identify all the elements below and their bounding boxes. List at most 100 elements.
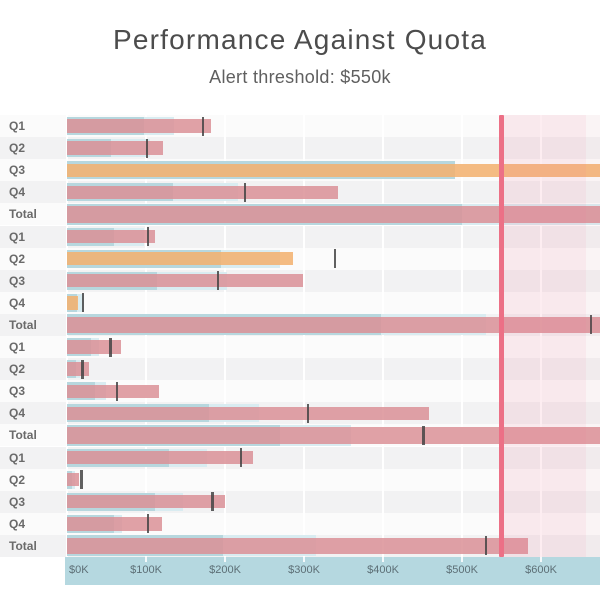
bullet-row-4-q4[interactable]: Q4 — [0, 512, 600, 535]
sales-bar[interactable] — [67, 274, 304, 288]
bullet-row-3-total[interactable]: Total — [0, 424, 600, 447]
target-tick[interactable] — [211, 492, 214, 512]
sales-bar[interactable] — [67, 495, 225, 509]
sales-bar[interactable] — [67, 384, 159, 398]
sales-bar[interactable] — [67, 537, 528, 555]
axis-tick-mark — [382, 557, 384, 562]
threshold-reference-line[interactable] — [499, 115, 504, 557]
target-tick[interactable] — [243, 182, 247, 202]
target-tick[interactable] — [145, 138, 149, 158]
target-tick[interactable] — [146, 227, 150, 246]
sales-bar[interactable] — [67, 362, 90, 376]
target-tick[interactable] — [216, 271, 220, 291]
bullet-row-1-total[interactable]: Total — [0, 203, 600, 226]
target-tick[interactable] — [239, 448, 243, 467]
axis-tick-label: $600K — [525, 564, 557, 576]
sales-bar[interactable] — [67, 316, 600, 334]
sales-bar[interactable] — [67, 229, 155, 244]
axis-tick-mark — [145, 557, 147, 562]
sales-bar[interactable] — [67, 517, 162, 531]
sales-bar[interactable] — [67, 185, 338, 200]
sales-bar-alert[interactable] — [67, 251, 293, 266]
row-label: Q2 — [9, 362, 26, 377]
row-label: Total — [9, 317, 37, 332]
axis-tick-mark — [540, 557, 542, 562]
bullet-row-1-q4[interactable]: Q4 — [0, 181, 600, 204]
axis-tick-mark — [461, 557, 463, 562]
axis-tick-label: $0K — [69, 564, 89, 576]
bullet-row-4-total[interactable]: Total — [0, 534, 600, 557]
quota-band-outer — [77, 293, 85, 312]
gridline — [66, 115, 68, 557]
row-label: Q3 — [9, 494, 26, 509]
bullet-row-3-q3[interactable]: Q3 — [0, 380, 600, 403]
sales-bar[interactable] — [67, 450, 253, 465]
bullet-row-4-q3[interactable]: Q3 — [0, 490, 600, 513]
row-label: Q4 — [9, 406, 26, 421]
alert-zone — [586, 115, 600, 557]
bullet-row-4-q2[interactable]: Q2 — [0, 468, 600, 491]
axis-tick-label: $300K — [288, 564, 320, 576]
bullet-chart: Q1 Q2 Q3 Q4 Total Q1 Q2 Q3 Q4 Total Q1 Q2 Q3 Q4 Total Q… — [0, 115, 600, 585]
target-tick[interactable] — [115, 381, 119, 401]
target-tick[interactable] — [589, 315, 593, 335]
bullet-row-1-q1[interactable]: Q1 — [0, 115, 600, 138]
row-label: Q2 — [9, 251, 26, 266]
row-label: Q3 — [9, 384, 26, 399]
sales-bar-alert[interactable] — [67, 296, 79, 310]
bullet-row-2-total[interactable]: Total — [0, 313, 600, 336]
sales-bar[interactable] — [67, 406, 429, 421]
row-label: Q1 — [9, 450, 26, 465]
row-label: Total — [9, 538, 37, 553]
gridline — [145, 115, 147, 557]
plot-area: Q1 Q2 Q3 Q4 Total Q1 Q2 Q3 Q4 Total Q1 Q2 Q3 Q4 Total Q… — [0, 115, 600, 557]
bullet-row-1-q3[interactable]: Q3 — [0, 159, 600, 182]
gridline — [382, 115, 384, 557]
sales-bar[interactable] — [67, 472, 79, 487]
sales-bar-alert[interactable] — [67, 163, 600, 177]
target-tick[interactable] — [484, 536, 488, 556]
bullet-row-1-q2[interactable]: Q2 — [0, 137, 600, 160]
gridline — [540, 115, 542, 557]
target-tick[interactable] — [109, 337, 112, 357]
bullet-row-2-q4[interactable]: Q4 — [0, 291, 600, 314]
bullet-row-3-q2[interactable]: Q2 — [0, 358, 600, 381]
chart-subtitle: Alert threshold: $550k — [209, 67, 391, 87]
sales-bar[interactable] — [67, 340, 121, 354]
sales-bar[interactable] — [67, 427, 600, 444]
alert-zone — [501, 115, 586, 557]
row-label: Total — [9, 428, 37, 443]
gridline — [224, 115, 226, 557]
axis-tick-mark — [303, 557, 305, 562]
bullet-row-4-q1[interactable]: Q1 — [0, 446, 600, 469]
row-label: Q4 — [9, 185, 26, 200]
target-tick[interactable] — [306, 403, 310, 423]
target-tick[interactable] — [333, 249, 337, 269]
row-label: Q1 — [9, 340, 26, 355]
bullet-row-2-q2[interactable]: Q2 — [0, 247, 600, 270]
row-label: Total — [9, 207, 37, 222]
sales-bar[interactable] — [67, 141, 164, 155]
bullet-row-2-q1[interactable]: Q1 — [0, 225, 600, 248]
target-tick[interactable] — [146, 514, 150, 534]
target-tick[interactable] — [81, 293, 85, 313]
row-label: Q4 — [9, 516, 26, 531]
bullet-row-2-q3[interactable]: Q3 — [0, 269, 600, 292]
row-label: Q4 — [9, 295, 26, 310]
row-label: Q2 — [9, 472, 26, 487]
axis-tick-label: $100K — [130, 564, 162, 576]
sales-bar[interactable] — [67, 119, 211, 133]
target-tick[interactable] — [422, 425, 425, 445]
sales-bar[interactable] — [67, 206, 600, 223]
row-label: Q3 — [9, 163, 26, 178]
target-tick[interactable] — [201, 116, 205, 136]
bullet-row-3-q4[interactable]: Q4 — [0, 402, 600, 425]
gridline — [303, 115, 305, 557]
bullet-row-3-q1[interactable]: Q1 — [0, 336, 600, 359]
chart-title: Performance Against Quota — [113, 24, 487, 55]
target-tick[interactable] — [80, 470, 83, 490]
row-label: Q1 — [9, 229, 26, 244]
target-tick[interactable] — [81, 359, 84, 379]
row-label: Q1 — [9, 119, 26, 134]
